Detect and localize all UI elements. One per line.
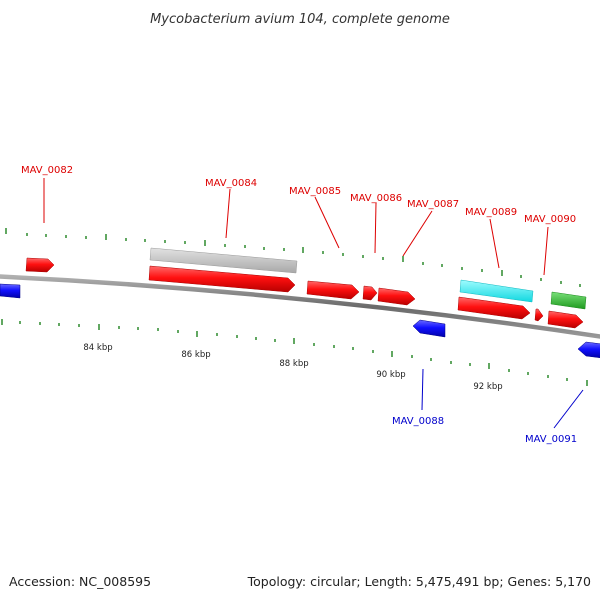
gene-label-mav-0082[interactable]: MAV_0082 xyxy=(21,165,73,176)
gene-arrow-mav-0088[interactable] xyxy=(412,319,446,338)
gene-label-mav-0087[interactable]: MAV_0087 xyxy=(407,199,459,210)
leader-line-mav-0087 xyxy=(402,210,433,257)
scale-label-92kbp: 92 kbp xyxy=(473,382,502,392)
gene-arrow-mav-0090[interactable] xyxy=(547,310,584,329)
gene-label-mav-0088[interactable]: MAV_0088 xyxy=(392,416,444,427)
scale-label-84kbp: 84 kbp xyxy=(83,343,112,353)
genome-backbone xyxy=(0,274,600,339)
leader-line-mav-0084 xyxy=(225,188,231,239)
accession-label: Accession: NC_008595 xyxy=(9,574,151,589)
leader-line-mav-0090 xyxy=(543,226,549,276)
genome-title: Mycobacterium avium 104, complete genome xyxy=(150,12,450,27)
gene-arrow-mav-0084[interactable] xyxy=(148,265,296,293)
reverse-tick-row xyxy=(1,319,588,386)
scale-label-90kbp: 90 kbp xyxy=(376,370,405,380)
gene-label-mav-0091[interactable]: MAV_0091 xyxy=(525,434,577,445)
green-feature-bar[interactable] xyxy=(550,291,587,310)
leader-line-mav-0086 xyxy=(374,202,377,254)
gene-label-mav-0089[interactable]: MAV_0089 xyxy=(465,207,517,218)
gene-arrow-mav-0086[interactable] xyxy=(362,285,378,301)
leader-line-mav-0091 xyxy=(553,389,584,429)
gene-arrow-mav-0085[interactable] xyxy=(306,280,360,300)
forward-tick-row xyxy=(5,228,581,287)
leader-line-mav-0088 xyxy=(421,368,424,411)
genome-summary: Topology: circular; Length: 5,475,491 bp… xyxy=(247,574,591,589)
scale-label-86kbp: 86 kbp xyxy=(181,350,210,360)
gene-label-mav-0086[interactable]: MAV_0086 xyxy=(350,193,402,204)
cyan-feature-bar[interactable] xyxy=(459,279,534,303)
grey-feature-bar[interactable] xyxy=(149,247,298,274)
gene-arrow-reverse-left[interactable] xyxy=(0,283,21,299)
gene-arrow-small-forward[interactable] xyxy=(534,308,544,322)
gene-arrow-mav-0087[interactable] xyxy=(377,287,416,306)
gene-label-mav-0090[interactable]: MAV_0090 xyxy=(524,214,576,225)
gene-arrow-mav-0091[interactable] xyxy=(577,341,600,359)
gene-arrow-mav-0089[interactable] xyxy=(457,296,531,320)
scale-label-88kbp: 88 kbp xyxy=(279,359,308,369)
gene-label-mav-0084[interactable]: MAV_0084 xyxy=(205,178,257,189)
leader-line-mav-0089 xyxy=(489,218,500,269)
gene-arrow-mav-0082[interactable] xyxy=(25,257,55,273)
leader-line-mav-0085 xyxy=(314,196,340,249)
gene-label-mav-0085[interactable]: MAV_0085 xyxy=(289,186,341,197)
